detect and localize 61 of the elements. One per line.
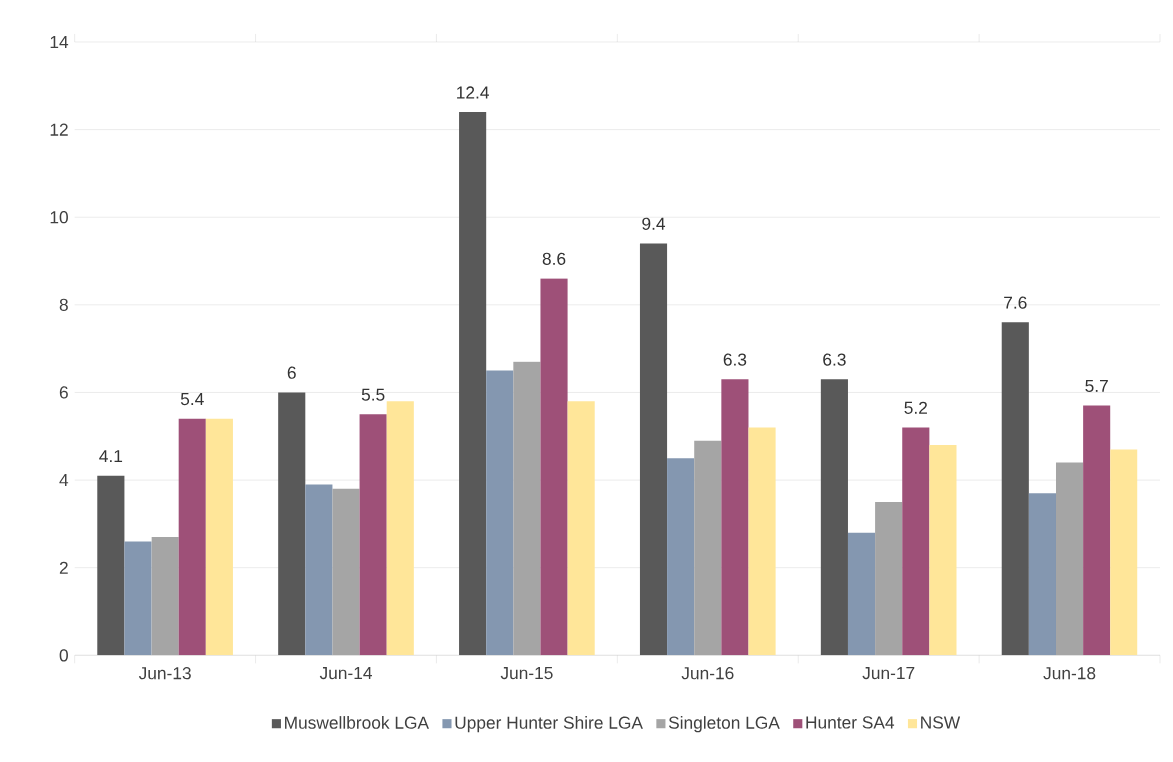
x-tick-label: Jun-18 — [1043, 667, 1096, 680]
data-label: 6.3 — [723, 353, 747, 366]
data-label: 9.4 — [642, 217, 666, 230]
bar — [1055, 462, 1084, 656]
y-tick-label: 10 — [50, 211, 68, 224]
bar — [332, 488, 360, 656]
bar — [486, 370, 514, 656]
x-tick-label: Jun-16 — [681, 667, 734, 680]
bar — [459, 112, 487, 656]
y-tick-label: 12 — [50, 123, 68, 136]
y-tick-label: 0 — [59, 649, 68, 662]
bar — [178, 418, 206, 656]
x-tick-label: Jun-15 — [500, 667, 553, 680]
legend-label: Muswellbrook LGA — [285, 716, 430, 729]
bar — [1083, 405, 1111, 656]
bar — [721, 379, 749, 656]
bar — [386, 401, 414, 656]
y-tick-label: 14 — [50, 36, 69, 48]
bar — [97, 475, 125, 656]
bar — [748, 427, 776, 656]
bar — [540, 278, 568, 656]
y-tick-label: 2 — [59, 561, 68, 574]
bar — [278, 392, 306, 656]
data-label: 12.4 — [457, 86, 489, 99]
x-tick-label: Jun-17 — [862, 667, 915, 680]
bar — [124, 541, 152, 656]
data-label: 6.3 — [823, 353, 846, 366]
x-tick-label: Jun-14 — [319, 667, 372, 680]
bar — [151, 537, 179, 656]
bar — [820, 379, 848, 656]
bar — [639, 243, 668, 656]
bar — [667, 458, 695, 656]
bar — [847, 532, 876, 656]
y-tick-label: 8 — [59, 298, 68, 311]
x-tick-label: Jun-13 — [138, 667, 191, 680]
bar — [929, 445, 957, 656]
legend-label: NSW — [921, 716, 961, 729]
y-tick-label: 4 — [59, 474, 69, 487]
legend-label: Singleton LGA — [668, 716, 780, 733]
data-label: 4.1 — [99, 450, 123, 463]
data-label: 5.7 — [1085, 379, 1108, 392]
y-tick-label: 6 — [59, 386, 68, 399]
legend-label: Hunter SA4 — [806, 716, 895, 729]
bar — [513, 361, 541, 656]
bar — [1028, 493, 1056, 656]
data-label: 5.2 — [904, 401, 927, 414]
bar — [694, 440, 722, 656]
legend-label: Upper Hunter Shire LGA — [455, 716, 643, 733]
bar — [1110, 449, 1138, 656]
bar — [1001, 322, 1029, 656]
bar — [359, 414, 387, 656]
bar — [305, 484, 333, 656]
bar — [902, 427, 930, 656]
data-label: 8.6 — [542, 252, 566, 265]
data-label: 5.5 — [361, 388, 385, 401]
bar — [875, 501, 903, 656]
data-label: 6 — [287, 366, 296, 379]
bar — [205, 418, 233, 656]
data-label: 7.6 — [1004, 296, 1027, 309]
bar — [567, 401, 595, 656]
data-label: 5.4 — [180, 393, 204, 406]
